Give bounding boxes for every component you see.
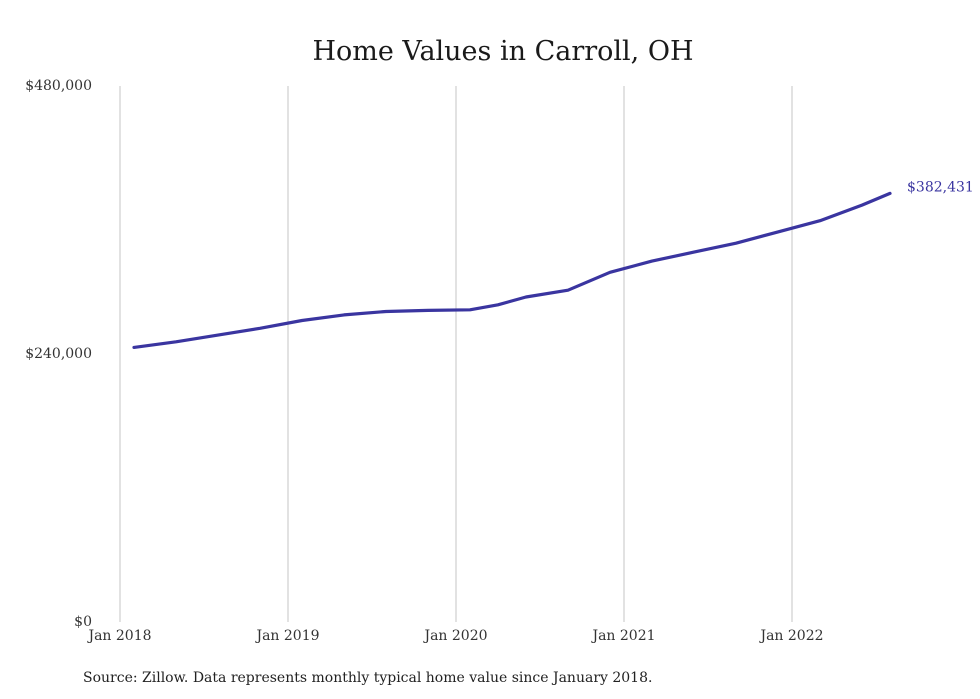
grid xyxy=(119,86,793,622)
y-tick-label: $240,000 xyxy=(25,346,92,362)
source-note: Source: Zillow. Data represents monthly … xyxy=(83,670,652,686)
end-value-label: $382,431 xyxy=(907,179,974,195)
y-tick-label: $0 xyxy=(74,614,92,630)
x-tick-label: Jan 2018 xyxy=(86,628,151,644)
x-axis: Jan 2018 Jan 2019 Jan 2020 Jan 2021 Jan 2022 xyxy=(86,628,823,644)
y-axis: $0 $240,000 $480,000 xyxy=(25,78,92,630)
chart-title: Home Values in Carroll, OH xyxy=(312,36,693,67)
x-tick-label: Jan 2021 xyxy=(590,628,655,644)
series-line xyxy=(132,191,892,349)
x-tick-label: Jan 2019 xyxy=(254,628,319,644)
x-tick-label: Jan 2022 xyxy=(758,628,823,644)
x-tick-label: Jan 2020 xyxy=(422,628,487,644)
y-tick-label: $480,000 xyxy=(25,78,92,94)
